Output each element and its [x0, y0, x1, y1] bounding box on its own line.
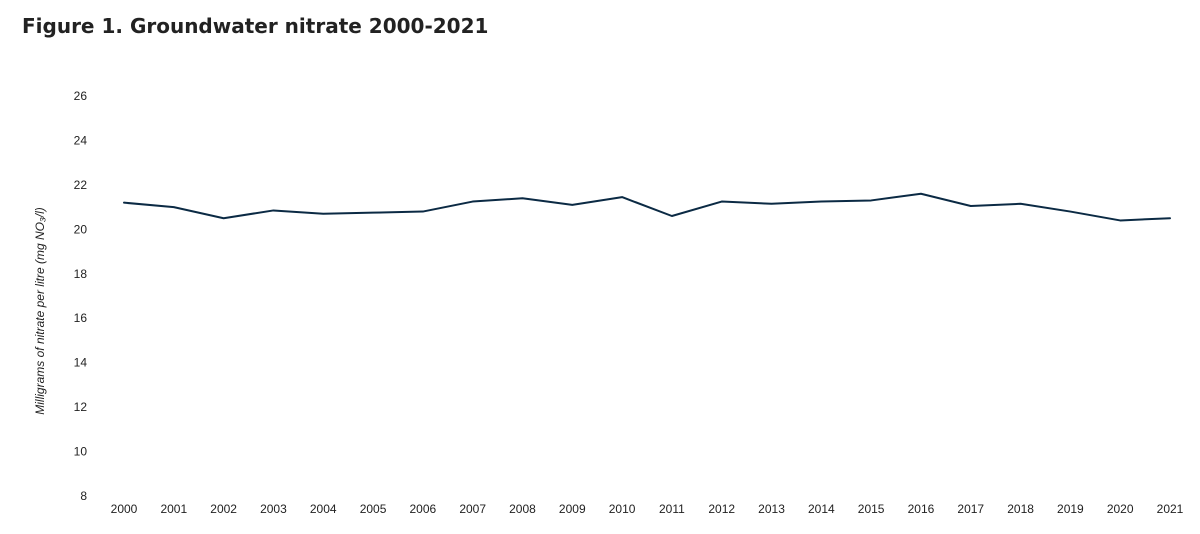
data-point [917, 190, 925, 198]
data-point [718, 198, 726, 206]
data-point [120, 199, 128, 207]
y-tick-label: 18 [74, 267, 88, 281]
data-point [1017, 200, 1025, 208]
data-point [369, 209, 377, 217]
series-line [123, 192, 1171, 222]
x-tick-label: 2008 [509, 502, 536, 516]
data-point [1166, 214, 1174, 222]
x-tick-label: 2010 [609, 502, 636, 516]
chart-title: Figure 1. Groundwater nitrate 2000-2021 [22, 14, 489, 38]
data-point [867, 196, 875, 204]
x-tick-label: 2017 [957, 502, 984, 516]
x-axis-ticks: 2000 2001 2002 2003 2004 2005 2006 2007 2008 2009… [111, 502, 1184, 516]
series-layer [120, 190, 1174, 224]
y-tick-label: 8 [80, 489, 87, 503]
x-tick-label: 2003 [260, 502, 287, 516]
y-axis-ticks: 8 10 12 14 16 18 20 22 24 26 [74, 89, 88, 503]
data-point [518, 194, 526, 202]
y-tick-label: 10 [74, 445, 88, 459]
x-tick-label: 2012 [708, 502, 735, 516]
data-point [568, 201, 576, 209]
data-point [817, 198, 825, 206]
y-tick-label: 16 [74, 311, 88, 325]
x-tick-label: 2015 [858, 502, 885, 516]
y-tick-label: 20 [74, 222, 88, 236]
x-tick-label: 2006 [410, 502, 437, 516]
x-tick-label: 2005 [360, 502, 387, 516]
x-tick-label: 2021 [1157, 502, 1184, 516]
y-tick-label: 24 [74, 133, 88, 147]
y-tick-label: 14 [74, 356, 88, 370]
y-tick-label: 26 [74, 89, 88, 103]
data-point [269, 206, 277, 214]
x-tick-label: 2020 [1107, 502, 1134, 516]
x-tick-label: 2013 [758, 502, 785, 516]
x-tick-label: 2000 [111, 502, 138, 516]
y-axis-title: Milligrams of nitrate per litre (mg NO₃/… [33, 207, 47, 414]
x-tick-label: 2002 [210, 502, 237, 516]
x-tick-label: 2001 [160, 502, 187, 516]
data-point [220, 214, 228, 222]
data-point [419, 208, 427, 216]
data-point [469, 198, 477, 206]
x-tick-label: 2014 [808, 502, 835, 516]
x-tick-label: 2011 [659, 502, 685, 516]
x-tick-label: 2004 [310, 502, 337, 516]
data-point [1066, 208, 1074, 216]
y-tick-label: 22 [74, 178, 88, 192]
y-tick-label: 12 [74, 400, 88, 414]
data-point [1116, 216, 1124, 224]
data-point [319, 210, 327, 218]
data-point [668, 212, 676, 220]
data-point [967, 202, 975, 210]
data-point [618, 193, 626, 201]
x-tick-label: 2007 [459, 502, 486, 516]
x-tick-label: 2016 [908, 502, 935, 516]
data-point [768, 200, 776, 208]
x-tick-label: 2018 [1007, 502, 1034, 516]
x-tick-label: 2019 [1057, 502, 1084, 516]
data-point [170, 203, 178, 211]
x-tick-label: 2009 [559, 502, 586, 516]
